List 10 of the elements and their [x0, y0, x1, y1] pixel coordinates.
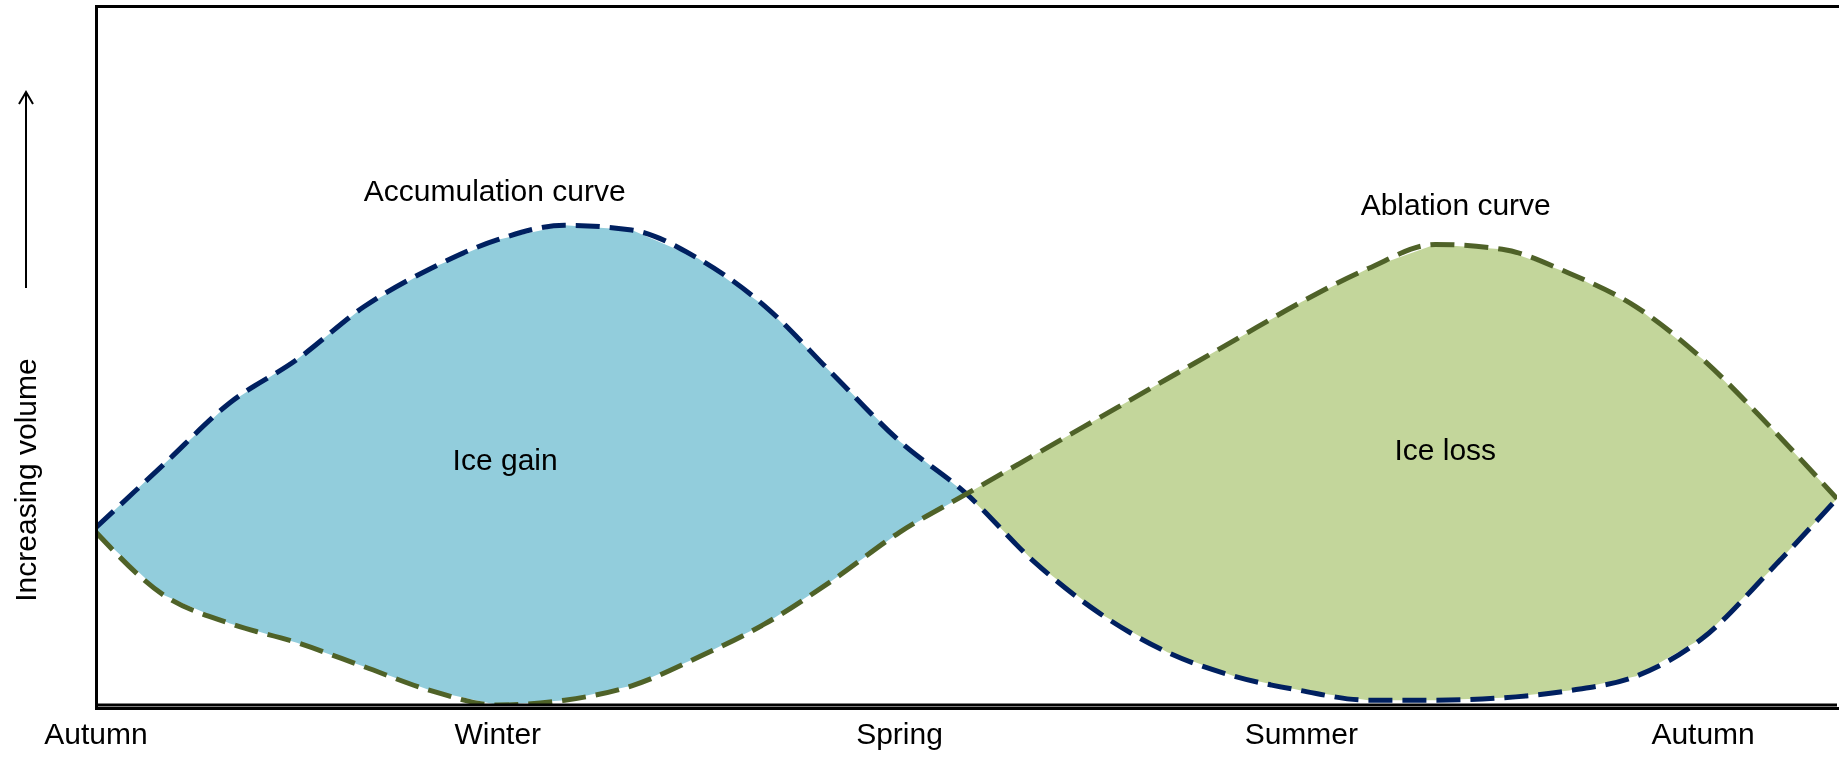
- y-axis-title: Increasing volume: [9, 358, 43, 602]
- x-tick-label: Summer: [1244, 717, 1358, 751]
- x-tick-label: Spring: [856, 717, 943, 751]
- text: Accumulation curve: [363, 174, 626, 209]
- text: Ablation curve: [1360, 187, 1551, 222]
- annotation: Ice gain: [452, 443, 558, 478]
- annotation: Ice loss: [1394, 432, 1497, 467]
- x-tick-label: Autumn: [1651, 717, 1755, 751]
- x-tick-label: Autumn: [44, 717, 148, 751]
- x-tick-label: Winter: [454, 717, 542, 751]
